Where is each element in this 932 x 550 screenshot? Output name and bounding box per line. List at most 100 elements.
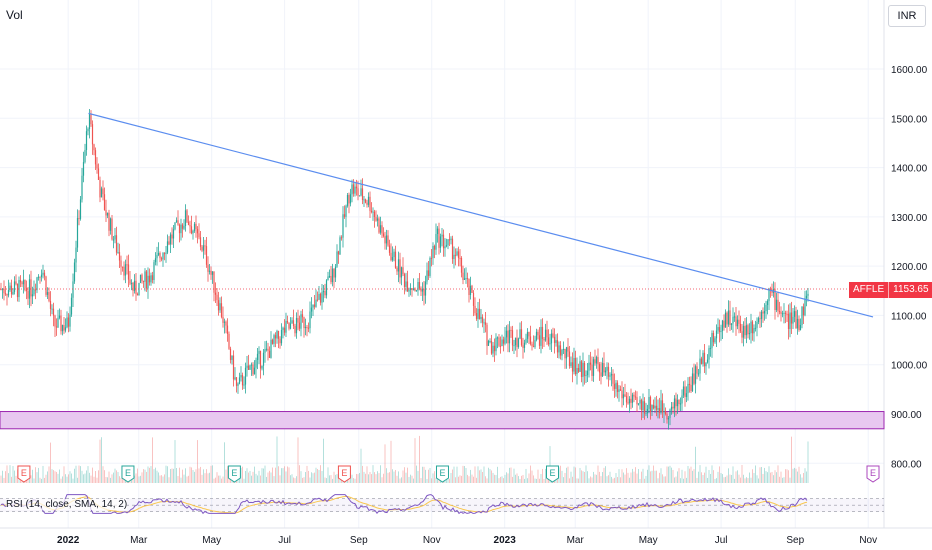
- currency-button[interactable]: INR: [888, 5, 926, 27]
- volume-bar: [56, 471, 57, 483]
- volume-bar: [543, 478, 545, 483]
- volume-bar: [156, 470, 158, 483]
- candle-body: [594, 359, 596, 364]
- volume-bar: [329, 475, 330, 483]
- candle-body: [34, 289, 37, 291]
- volume-bar: [753, 472, 755, 483]
- candle-body: [121, 266, 124, 268]
- candle-body: [652, 405, 655, 409]
- candle-body: [549, 343, 551, 345]
- candle-body: [450, 238, 452, 240]
- volume-bar: [486, 478, 488, 483]
- candle-body: [787, 313, 790, 329]
- volume-bar: [389, 472, 390, 483]
- candle-body: [451, 238, 454, 260]
- candle-body: [381, 225, 383, 234]
- volume-bar: [488, 467, 489, 483]
- candle-body: [525, 338, 527, 343]
- candle-body: [210, 270, 212, 275]
- candle-body: [738, 319, 740, 324]
- volume-bar: [602, 472, 603, 483]
- candle-body: [649, 397, 652, 412]
- candle-body: [673, 398, 676, 409]
- candle-body: [94, 150, 97, 165]
- candle-body: [66, 317, 68, 328]
- volume-bar: [671, 467, 672, 483]
- volume-bar: [333, 471, 335, 483]
- candle-body: [373, 211, 376, 218]
- candle-body: [385, 235, 388, 244]
- volume-bar: [149, 467, 150, 483]
- volume-bar: [95, 471, 96, 483]
- candle-body: [49, 300, 52, 309]
- volume-bar: [39, 477, 41, 483]
- volume-bar: [377, 471, 378, 483]
- candle-body: [654, 405, 656, 409]
- volume-bar: [254, 466, 255, 483]
- volume-bar: [330, 475, 332, 483]
- candle-body: [415, 290, 418, 292]
- volume-bar: [249, 470, 251, 483]
- candle-body: [193, 223, 196, 231]
- candle-body: [429, 257, 431, 276]
- candle-body: [271, 339, 274, 344]
- candle-body: [208, 270, 211, 272]
- volume-bar: [90, 475, 92, 483]
- last-price-badge: AFFLE 1153.65: [849, 282, 932, 298]
- volume-bar: [689, 468, 690, 483]
- volume-bar: [579, 467, 581, 483]
- candle-body: [625, 396, 628, 403]
- volume-bar: [275, 467, 276, 483]
- volume-bar: [776, 472, 777, 483]
- candle-body: [18, 280, 20, 298]
- volume-bar: [240, 467, 242, 483]
- candle-body: [216, 294, 218, 301]
- volume-bar: [365, 473, 366, 483]
- candle-body: [735, 316, 737, 327]
- candle-body: [489, 340, 491, 342]
- candle-body: [460, 257, 463, 273]
- volume-bar: [54, 471, 56, 483]
- volume-bar: [716, 478, 717, 483]
- candle-body: [765, 304, 767, 312]
- y-tick-label: 900.00: [891, 410, 922, 421]
- candle-body: [774, 289, 776, 310]
- volume-bar: [644, 478, 645, 483]
- candle-body: [319, 293, 322, 303]
- candle-body: [709, 347, 712, 349]
- volume-bar: [492, 472, 494, 483]
- volume-bar: [482, 471, 483, 483]
- volume-bar: [656, 470, 657, 483]
- candle-body: [696, 366, 698, 374]
- candle-body: [601, 363, 604, 377]
- volume-bar: [545, 468, 546, 483]
- volume-bar: [680, 478, 681, 483]
- volume-bar: [281, 468, 282, 483]
- candle-body: [292, 320, 295, 326]
- volume-bar: [600, 476, 602, 483]
- y-tick-label: 1200.00: [891, 262, 928, 273]
- candle-body: [775, 299, 778, 310]
- candle-body: [9, 285, 11, 291]
- candle-body: [219, 303, 221, 311]
- rsi-indicator-label[interactable]: RSI (14, close, SMA, 14, 2): [6, 499, 128, 510]
- candle-body: [297, 318, 299, 323]
- candle-body: [240, 375, 242, 378]
- candle-body: [390, 252, 392, 261]
- candle-body: [426, 270, 428, 282]
- volume-bar: [213, 478, 215, 483]
- volume-bar: [581, 470, 582, 483]
- volume-bar: [398, 471, 399, 483]
- x-tick-label: May: [639, 535, 658, 546]
- candle-body: [514, 337, 517, 346]
- candle-body: [265, 348, 268, 350]
- volume-bar: [269, 470, 270, 483]
- candle-body: [714, 338, 716, 343]
- volume-bar: [428, 469, 429, 483]
- candle-body: [789, 312, 791, 329]
- svg-text:E: E: [439, 468, 445, 478]
- volume-bar: [408, 476, 410, 483]
- candle-body: [234, 377, 236, 380]
- candle-body: [664, 411, 667, 414]
